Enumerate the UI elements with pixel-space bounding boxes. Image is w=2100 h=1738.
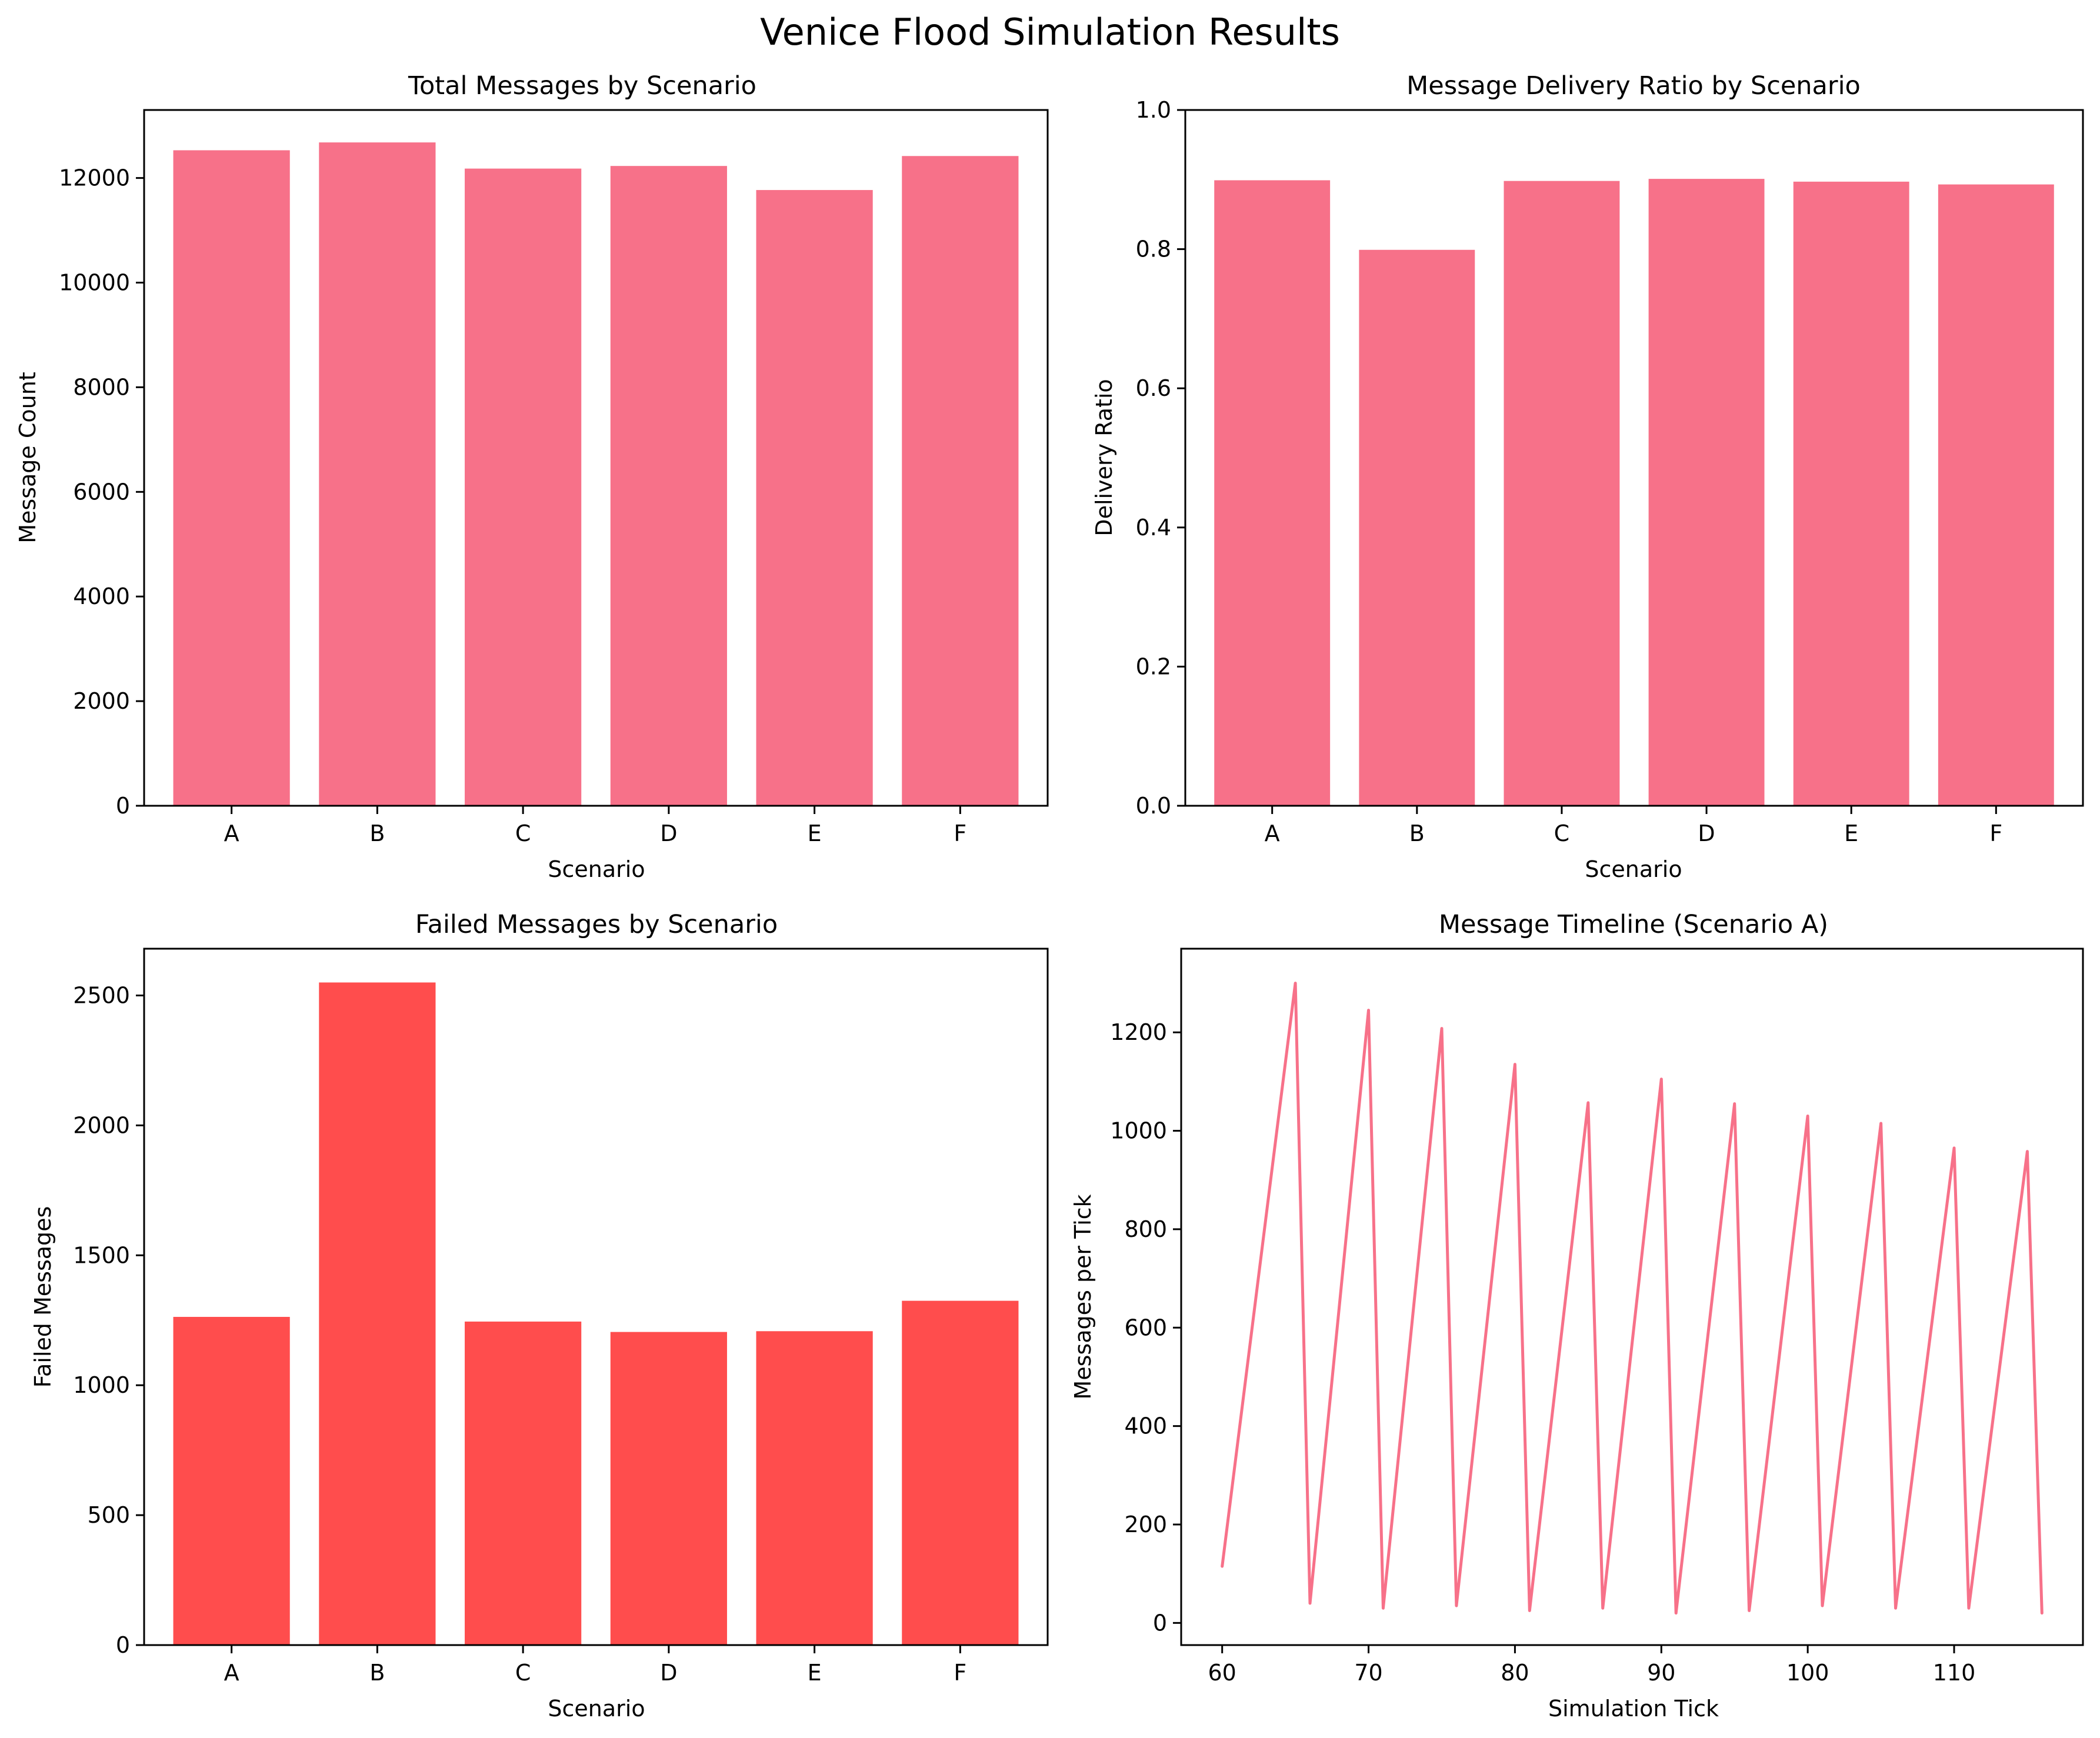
x-axis-label: Simulation Tick <box>1548 1696 1719 1722</box>
x-axis-label: Scenario <box>548 1696 645 1722</box>
y-tick-label: 500 <box>87 1502 130 1528</box>
x-tick-label: A <box>224 820 239 846</box>
plot-frame <box>1180 948 2084 1646</box>
y-axis-label: Messages per Tick <box>1070 1194 1096 1399</box>
series-line <box>1221 982 2044 1615</box>
plot-area: 60 70 80 90 100 110 0 200 400 600 800 1000 1200 <box>1110 948 2084 1686</box>
x-tick-label: B <box>369 820 385 846</box>
y-tick-label: 1.0 <box>1136 97 1171 123</box>
x-tick-label: C <box>1554 820 1570 846</box>
x-tick-label: D <box>1698 820 1715 846</box>
bar <box>1648 179 1765 806</box>
bar <box>173 150 290 806</box>
bar <box>173 1317 290 1645</box>
y-tick-label: 8000 <box>73 374 130 400</box>
x-tick-label: 80 <box>1501 1660 1529 1686</box>
y-tick-label: 6000 <box>73 479 130 505</box>
y-tick-label: 600 <box>1124 1315 1167 1340</box>
y-tick-label: 2000 <box>73 688 130 714</box>
bar <box>756 190 873 806</box>
x-tick-label: 110 <box>1933 1660 1976 1686</box>
panel-title: Total Messages by Scenario <box>408 71 756 101</box>
y-axis-label: Message Count <box>15 372 41 543</box>
y-axis-label: Delivery Ratio <box>1091 379 1117 536</box>
plot-frame <box>1184 109 2084 807</box>
bar <box>1938 184 2054 806</box>
y-tick-label: 0.2 <box>1136 653 1171 679</box>
plot-area: A B C D E F 0.0 0.2 0.4 0.6 0.8 1.0 <box>1136 97 2084 846</box>
x-tick-label: 90 <box>1647 1660 1675 1686</box>
bar <box>1214 180 1331 806</box>
y-tick-label: 0 <box>116 793 130 819</box>
figure-title: Venice Flood Simulation Results <box>760 11 1340 54</box>
y-tick-label: 10000 <box>59 270 130 296</box>
bar <box>902 156 1019 806</box>
bar <box>1504 181 1620 806</box>
y-tick-label: 0 <box>1153 1610 1167 1636</box>
plot-frame <box>143 109 1049 807</box>
bar <box>610 166 727 806</box>
x-tick-label: C <box>515 820 531 846</box>
x-tick-label: F <box>954 1660 966 1686</box>
x-tick-label: B <box>1409 820 1425 846</box>
x-tick-label: 60 <box>1208 1660 1236 1686</box>
y-tick-label: 1200 <box>1110 1019 1167 1045</box>
x-tick-label: F <box>954 820 966 846</box>
x-tick-label: 100 <box>1786 1660 1829 1686</box>
panel-delivery-ratio: Message Delivery Ratio by Scenario A B C D E… <box>1091 71 2084 882</box>
x-axis-label: Scenario <box>1585 856 1682 882</box>
y-tick-label: 4000 <box>73 583 130 609</box>
bar <box>756 1331 873 1645</box>
y-tick-label: 0 <box>116 1632 130 1658</box>
x-tick-label: D <box>660 1660 677 1686</box>
x-tick-label: A <box>224 1660 239 1686</box>
x-tick-label: D <box>660 820 677 846</box>
panel-total-messages: Total Messages by Scenario A B C D E F 0 2000 40… <box>15 71 1049 882</box>
y-tick-label: 1000 <box>1110 1118 1167 1144</box>
bar <box>319 142 436 806</box>
y-tick-label: 2500 <box>73 983 130 1009</box>
plot-area: A B C D E F 0 2000 4000 6000 8000 10000 12000 <box>59 109 1049 846</box>
bar <box>902 1300 1019 1645</box>
y-tick-label: 0.8 <box>1136 236 1171 262</box>
bar <box>1359 249 1475 806</box>
y-tick-label: 200 <box>1124 1512 1167 1537</box>
y-tick-label: 0.6 <box>1136 375 1171 401</box>
y-tick-label: 800 <box>1124 1216 1167 1242</box>
panel-failed-messages: Failed Messages by Scenario A B C D E F 0 500 10… <box>30 910 1049 1722</box>
x-tick-label: E <box>808 820 822 846</box>
y-tick-label: 1500 <box>73 1242 130 1268</box>
x-tick-label: F <box>1989 820 2002 846</box>
y-axis-label: Failed Messages <box>30 1206 56 1388</box>
y-tick-label: 2000 <box>73 1112 130 1138</box>
y-tick-label: 400 <box>1124 1413 1167 1439</box>
x-tick-label: A <box>1265 820 1280 846</box>
panel-title: Failed Messages by Scenario <box>415 910 778 939</box>
bar <box>465 1321 582 1645</box>
y-tick-label: 1000 <box>73 1372 130 1398</box>
x-tick-label: E <box>808 1660 822 1686</box>
y-tick-label: 12000 <box>59 165 130 191</box>
plot-area: A B C D E F 0 500 1000 1500 2000 2500 <box>73 948 1049 1686</box>
panel-title: Message Delivery Ratio by Scenario <box>1406 71 1861 101</box>
bar <box>465 168 582 806</box>
y-tick-label: 0.0 <box>1136 793 1171 819</box>
x-tick-label: B <box>369 1660 385 1686</box>
bar <box>1793 181 1909 806</box>
x-tick-label: E <box>1844 820 1858 846</box>
panel-title: Message Timeline (Scenario A) <box>1439 910 1828 939</box>
x-tick-label: 70 <box>1354 1660 1382 1686</box>
bar <box>610 1332 727 1645</box>
x-axis-label: Scenario <box>548 856 645 882</box>
y-tick-label: 0.4 <box>1136 515 1171 541</box>
x-tick-label: C <box>515 1660 531 1686</box>
bar <box>319 982 436 1645</box>
panel-message-timeline: Message Timeline (Scenario A) 60 70 80 90 10… <box>1070 910 2084 1722</box>
plot-frame <box>143 948 1049 1646</box>
